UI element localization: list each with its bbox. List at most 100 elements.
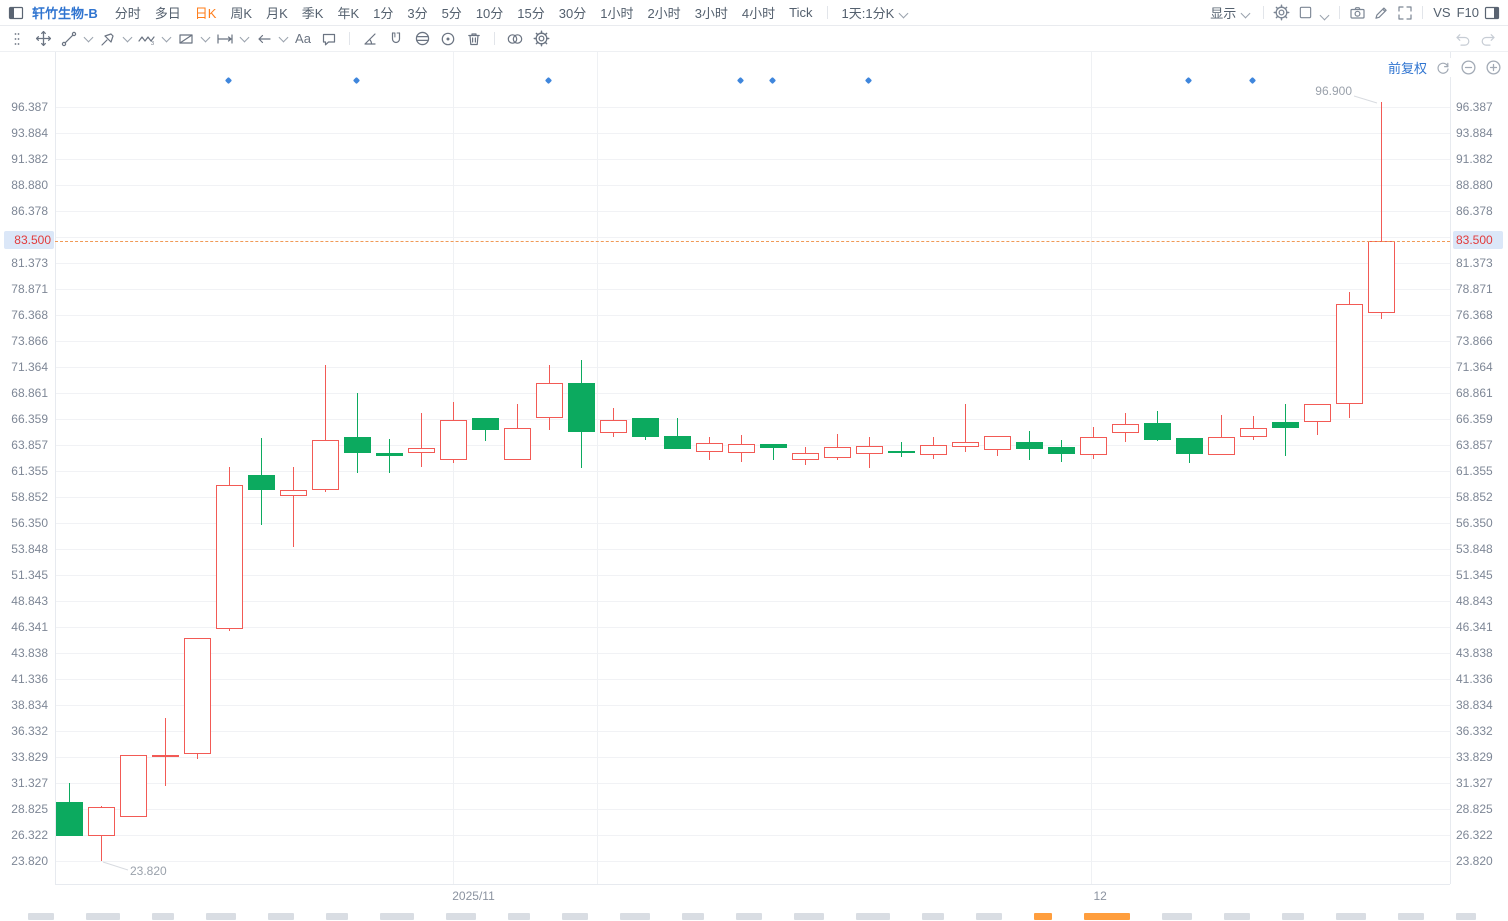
clipped-indicator-label <box>922 913 944 920</box>
period-tab-2小时[interactable]: 2小时 <box>647 6 681 21</box>
y-axis-label: 88.880 <box>1456 178 1493 192</box>
candle <box>888 450 915 453</box>
vs-compare-button[interactable]: VS <box>1433 5 1451 20</box>
indicator-bar-clipped[interactable] <box>0 908 1508 921</box>
event-marker-icon[interactable] <box>864 76 873 85</box>
period-tab-1小时[interactable]: 1小时 <box>600 6 634 21</box>
toolbar-separator <box>1263 6 1265 19</box>
clone-drawings-icon[interactable] <box>505 29 525 49</box>
period-tab-3小时[interactable]: 3小时 <box>694 6 728 21</box>
drag-handle-icon[interactable] <box>7 29 27 49</box>
low-price-annotation: 23.820 <box>130 864 167 878</box>
measure-tool-icon[interactable] <box>215 29 250 49</box>
continuous-draw-icon[interactable] <box>438 29 458 49</box>
angle-tool-icon[interactable] <box>360 29 380 49</box>
clipped-indicator-label <box>736 913 762 920</box>
period-tab-15分[interactable]: 15分 <box>517 6 545 21</box>
hide-drawings-icon[interactable] <box>412 29 432 49</box>
pan-tool-icon <box>33 29 53 49</box>
comment-tool-icon[interactable] <box>319 29 339 49</box>
event-marker-icon[interactable] <box>1184 76 1193 85</box>
reset-zoom-icon[interactable] <box>1434 59 1452 77</box>
pattern-tool-icon <box>176 29 196 49</box>
clipped-indicator-label <box>682 913 704 920</box>
composite-period-label: 1天:1分K <box>841 6 895 21</box>
undo-icon[interactable] <box>1452 29 1472 49</box>
clipped-indicator-label <box>508 913 530 920</box>
period-tab-分时[interactable]: 分时 <box>114 6 141 21</box>
event-marker-icon[interactable] <box>224 76 233 85</box>
grid-line <box>55 341 1450 342</box>
pan-tool-icon[interactable] <box>33 29 53 49</box>
candle-wick <box>773 444 774 461</box>
y-axis-label: 68.861 <box>1456 386 1493 400</box>
current-price-label: 83.500 <box>1453 231 1503 249</box>
clone-drawings-icon <box>505 29 525 49</box>
y-axis-label: 51.345 <box>1456 568 1493 582</box>
candle <box>248 474 275 491</box>
period-tab-Tick[interactable]: Tick <box>789 5 813 20</box>
period-tab-4小时[interactable]: 4小时 <box>741 6 776 21</box>
draw-pencil-icon[interactable] <box>1371 3 1391 23</box>
y-axis-label: 46.341 <box>1456 620 1493 634</box>
fullscreen-icon[interactable] <box>1395 3 1415 23</box>
drawing-settings-gear-icon[interactable] <box>531 29 551 49</box>
display-menu[interactable]: 显示 <box>1210 3 1251 22</box>
pitchfork-tool-icon[interactable] <box>98 29 133 49</box>
candle <box>536 383 563 419</box>
y-axis-label: 41.336 <box>11 672 48 686</box>
candlestick-chart[interactable]: 前复权 96.387 96.387 93.884 93.884 91.382 91.382… <box>0 52 1508 908</box>
y-axis-label: 88.880 <box>11 178 48 192</box>
grid-line <box>55 289 1450 290</box>
y-axis-label: 78.871 <box>11 282 48 296</box>
period-tab-周K[interactable]: 周K <box>230 6 253 21</box>
period-tab-30分[interactable]: 30分 <box>558 6 587 21</box>
panel-right-toggle-icon[interactable] <box>1482 3 1502 23</box>
period-tab-月K[interactable]: 月K <box>266 6 288 21</box>
candle <box>152 755 179 758</box>
delete-drawings-icon[interactable] <box>464 29 484 49</box>
adjust-mode-link[interactable]: 前复权 <box>1387 61 1427 76</box>
pattern-tool-icon[interactable] <box>176 29 211 49</box>
grid-line <box>55 263 1450 264</box>
period-tab-日K[interactable]: 日K <box>194 6 217 21</box>
wave-tool-icon[interactable]: 3 <box>137 29 172 49</box>
y-axis-label: 51.345 <box>11 568 48 582</box>
f10-button[interactable]: F10 <box>1456 5 1479 20</box>
y-axis-label: 56.350 <box>1456 516 1493 530</box>
trend-line-tool-icon[interactable] <box>59 29 94 49</box>
y-axis-label: 28.825 <box>1456 802 1493 816</box>
candle <box>664 436 691 450</box>
event-marker-icon[interactable] <box>736 76 745 85</box>
period-tab-多日[interactable]: 多日 <box>154 6 181 21</box>
candle <box>920 445 947 455</box>
period-tab-5分[interactable]: 5分 <box>441 6 462 21</box>
candle-wick <box>901 441 902 458</box>
period-tab-10分[interactable]: 10分 <box>475 6 504 21</box>
period-tab-季K[interactable]: 季K <box>301 6 324 21</box>
symbol-name[interactable]: 轩竹生物-B <box>32 6 98 21</box>
period-tab-年K[interactable]: 年K <box>337 6 360 21</box>
screenshot-camera-icon[interactable] <box>1347 3 1367 23</box>
zoom-in-icon[interactable] <box>1484 59 1502 77</box>
redo-icon[interactable] <box>1478 29 1498 49</box>
candle-wick <box>965 404 966 452</box>
period-tab-3分[interactable]: 3分 <box>407 6 428 21</box>
panel-left-toggle-icon[interactable] <box>6 3 26 23</box>
text-tool[interactable]: Aa <box>293 29 313 49</box>
composite-period-selector[interactable]: 1天:1分K <box>841 3 909 22</box>
arrow-tool-icon[interactable] <box>254 29 289 49</box>
current-price-label: 83.500 <box>4 231 54 249</box>
event-marker-icon[interactable] <box>544 76 553 85</box>
y-axis-label: 31.327 <box>11 776 48 790</box>
chart-settings-gear-icon[interactable] <box>1271 3 1291 23</box>
zoom-out-icon[interactable] <box>1459 59 1477 77</box>
event-marker-icon[interactable] <box>352 76 361 85</box>
magnet-tool-icon[interactable] <box>386 29 406 49</box>
y-axis-label: 31.327 <box>1456 776 1493 790</box>
chevron-down-icon <box>239 32 250 43</box>
event-marker-icon[interactable] <box>1248 76 1257 85</box>
period-tab-1分[interactable]: 1分 <box>373 6 394 21</box>
event-marker-icon[interactable] <box>768 76 777 85</box>
layout-selector[interactable] <box>1295 2 1330 23</box>
